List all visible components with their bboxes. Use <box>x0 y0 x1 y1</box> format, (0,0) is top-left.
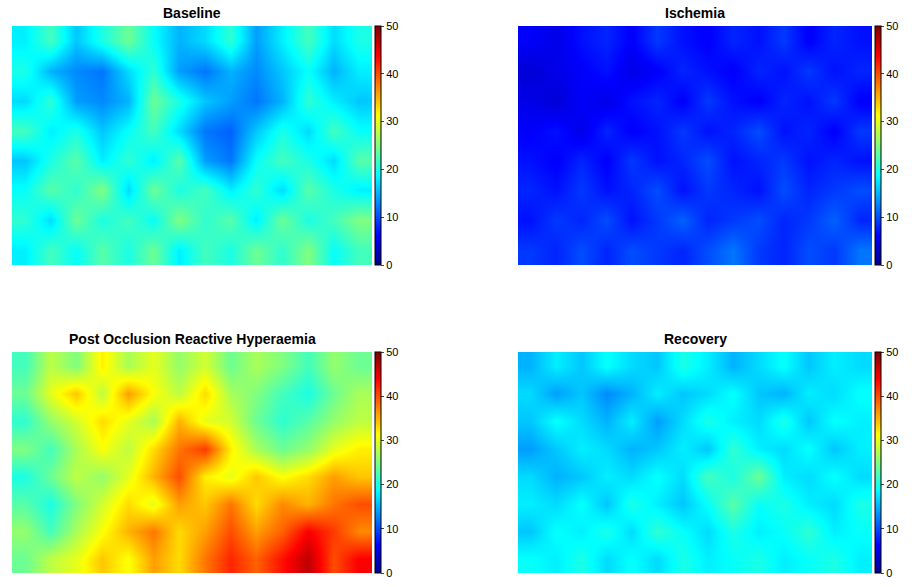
svg-text:Ischemia: Ischemia <box>665 5 725 21</box>
svg-text:0: 0 <box>886 567 892 579</box>
svg-text:50: 50 <box>386 20 398 32</box>
svg-text:30: 30 <box>886 115 898 127</box>
svg-text:0: 0 <box>386 567 392 579</box>
svg-text:20: 20 <box>886 163 898 175</box>
svg-text:0: 0 <box>886 259 892 271</box>
svg-text:Post Occlusion Reactive Hypera: Post Occlusion Reactive Hyperaemia <box>69 331 316 347</box>
svg-text:40: 40 <box>886 68 898 80</box>
svg-text:30: 30 <box>386 115 398 127</box>
svg-text:40: 40 <box>886 390 898 402</box>
svg-text:40: 40 <box>386 390 398 402</box>
svg-text:20: 20 <box>886 478 898 490</box>
svg-text:0: 0 <box>386 259 392 271</box>
svg-text:20: 20 <box>386 163 398 175</box>
svg-text:20: 20 <box>386 478 398 490</box>
svg-text:Recovery: Recovery <box>664 331 727 347</box>
svg-text:Baseline: Baseline <box>163 5 221 21</box>
svg-text:30: 30 <box>386 434 398 446</box>
svg-text:50: 50 <box>886 20 898 32</box>
svg-text:30: 30 <box>886 434 898 446</box>
svg-text:10: 10 <box>386 211 398 223</box>
svg-text:10: 10 <box>386 523 398 535</box>
svg-text:10: 10 <box>886 211 898 223</box>
svg-text:50: 50 <box>886 346 898 358</box>
svg-text:10: 10 <box>886 523 898 535</box>
svg-text:40: 40 <box>386 68 398 80</box>
svg-text:50: 50 <box>386 346 398 358</box>
